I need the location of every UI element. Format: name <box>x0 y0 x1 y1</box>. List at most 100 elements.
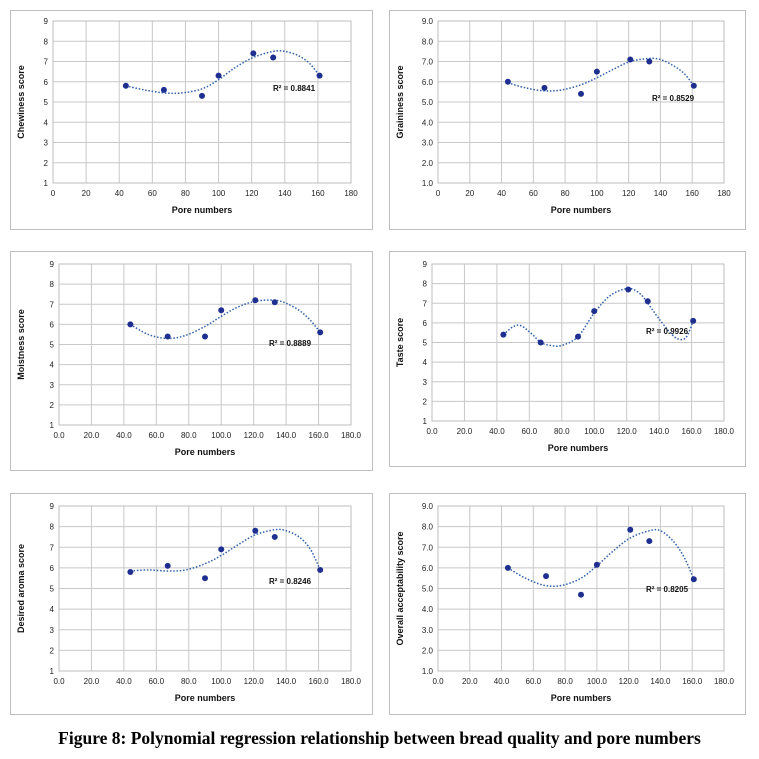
data-point <box>593 561 600 568</box>
data-point <box>644 298 651 305</box>
x-tick-label: 40 <box>115 189 124 198</box>
chart-panel-graininess: 1.0 2.0 3.0 4.0 5.0 6.0 7.0 8.0 9.0 0 20 40 60 80 100 1… <box>389 10 746 230</box>
y-tick-label: 1 <box>50 421 55 430</box>
data-point <box>160 86 167 93</box>
data-point <box>316 72 323 79</box>
x-tick-label: 20.0 <box>84 431 100 440</box>
data-point <box>578 90 584 97</box>
plot-area <box>58 263 352 426</box>
x-tick-label: 20 <box>82 189 91 198</box>
chart-panel-overall-acceptability: 1.0 2.0 3.0 4.0 5.0 6.0 7.0 8.0 9.0 0.0 20.0 40.0 60… <box>389 493 746 715</box>
y-tick-label: 2 <box>44 159 49 168</box>
plot-area <box>431 263 725 422</box>
plot-area <box>58 505 352 672</box>
y-tick-label: 9.0 <box>422 17 434 26</box>
data-point <box>537 339 544 346</box>
r-squared-label: R² = 0.8246 <box>269 577 312 586</box>
data-point <box>317 329 324 336</box>
data-point <box>541 84 548 91</box>
x-tick-label: 20.0 <box>84 677 100 686</box>
y-tick-label: 6 <box>50 564 55 573</box>
x-tick-label: 0.0 <box>432 677 444 686</box>
x-tick-label: 120 <box>622 189 636 198</box>
data-point <box>500 331 507 338</box>
data-point <box>199 92 205 99</box>
x-tick-label: 100.0 <box>211 431 232 440</box>
y-tick-label: 1.0 <box>422 667 434 676</box>
chart-svg: 1 2 3 4 5 6 7 8 9 0.0 20.0 40.0 60.0 80.0 100.0 120.0 14… <box>16 502 362 703</box>
y-axis-title: Chewiness score <box>16 65 26 139</box>
x-tick-label: 40.0 <box>489 427 505 436</box>
data-point <box>504 564 511 571</box>
data-point <box>593 68 600 75</box>
plot-area <box>52 20 352 184</box>
y-tick-label: 2 <box>50 646 55 655</box>
data-point <box>627 526 634 533</box>
data-point <box>202 333 208 340</box>
y-tick-label: 1.0 <box>422 179 434 188</box>
chart-panel-desired-aroma: 1 2 3 4 5 6 7 8 9 0.0 20.0 40.0 60.0 80.0 100.0 120.0 14… <box>10 493 373 715</box>
data-point <box>270 54 277 61</box>
x-tick-label: 80 <box>561 189 570 198</box>
y-tick-label: 5 <box>50 585 55 594</box>
y-tick-label: 5 <box>423 339 428 348</box>
x-tick-label: 60.0 <box>149 677 165 686</box>
y-tick-label: 8 <box>50 280 55 289</box>
x-tick-label: 80.0 <box>554 427 570 436</box>
data-point <box>627 56 634 63</box>
y-tick-label: 7.0 <box>422 58 434 67</box>
x-tick-label: 80.0 <box>181 431 197 440</box>
data-point <box>122 82 129 89</box>
y-tick-label: 2 <box>423 397 428 406</box>
y-tick-label: 1 <box>44 179 49 188</box>
x-tick-label: 180.0 <box>341 431 362 440</box>
y-tick-label: 7 <box>50 300 55 309</box>
y-tick-label: 6 <box>50 320 55 329</box>
plot-area <box>437 20 725 184</box>
x-tick-label: 100 <box>590 189 604 198</box>
data-point <box>690 317 697 324</box>
x-tick-label: 0.0 <box>53 677 65 686</box>
data-point <box>271 299 278 306</box>
x-tick-label: 160 <box>311 189 325 198</box>
x-tick-label: 160.0 <box>309 677 330 686</box>
y-tick-label: 4 <box>50 361 55 370</box>
chart-panel-taste: 1 2 3 4 5 6 7 8 9 0.0 20.0 40.0 60.0 80.0 100.0 120.0 14… <box>389 251 746 467</box>
x-axis-title: Pore numbers <box>172 205 233 215</box>
x-tick-label: 20.0 <box>462 677 478 686</box>
y-axis-title: Graininess score <box>395 65 405 138</box>
data-point <box>271 533 278 540</box>
y-tick-label: 7 <box>44 58 49 67</box>
y-tick-label: 2.0 <box>422 646 434 655</box>
y-tick-label: 3 <box>50 381 55 390</box>
data-point <box>575 333 581 340</box>
y-tick-label: 8 <box>423 280 428 289</box>
y-tick-label: 2 <box>50 401 55 410</box>
y-tick-label: 3.0 <box>422 139 434 148</box>
y-tick-label: 7 <box>50 543 55 552</box>
x-axis-title: Pore numbers <box>551 693 612 703</box>
x-axis-title: Pore numbers <box>551 205 612 215</box>
x-tick-label: 160.0 <box>682 677 703 686</box>
y-tick-label: 5 <box>44 98 49 107</box>
x-tick-label: 80.0 <box>181 677 197 686</box>
r-squared-label: R² = 0.8529 <box>652 94 695 103</box>
y-tick-label: 5.0 <box>422 585 434 594</box>
y-tick-label: 3.0 <box>422 626 434 635</box>
polynomial-trendline <box>130 528 321 572</box>
y-tick-label: 6 <box>44 78 49 87</box>
x-tick-label: 120.0 <box>617 427 638 436</box>
data-point <box>164 333 171 340</box>
y-axis-title: Moistness score <box>16 309 26 380</box>
x-tick-label: 160 <box>686 189 700 198</box>
y-tick-label: 9 <box>44 17 49 26</box>
y-tick-label: 4.0 <box>422 605 434 614</box>
x-axis-title: Pore numbers <box>548 443 609 453</box>
y-tick-label: 9 <box>50 502 55 511</box>
polynomial-trendline <box>125 49 321 95</box>
data-point <box>690 82 697 89</box>
y-axis-title: Desired aroma score <box>16 544 26 633</box>
y-tick-label: 6.0 <box>422 564 434 573</box>
x-tick-label: 80 <box>181 189 190 198</box>
y-tick-label: 4 <box>50 605 55 614</box>
